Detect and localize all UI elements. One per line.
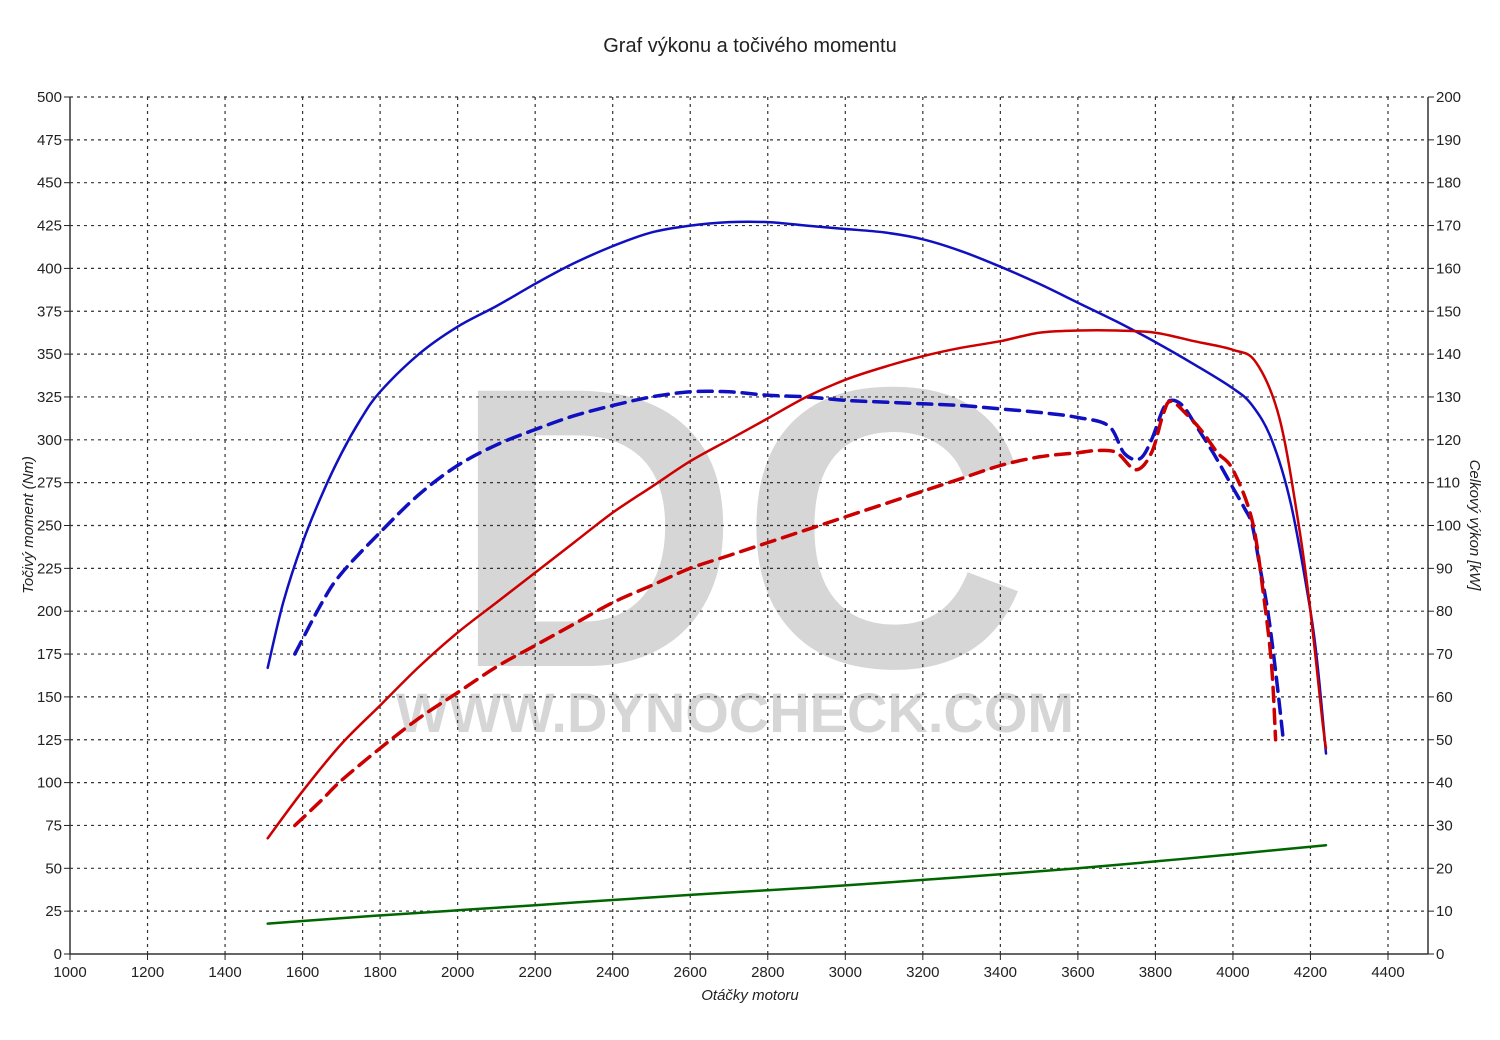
y-right-tick-label: 60 [1436, 689, 1453, 706]
y-left-tick-label: 275 [37, 475, 62, 492]
x-tick-label: 2400 [596, 964, 629, 981]
grid [70, 96, 1428, 954]
x-tick-label: 1000 [53, 964, 86, 981]
y-right-tick-label: 90 [1436, 560, 1453, 577]
y-right-tick-label: 170 [1436, 218, 1461, 235]
x-tick-label: 3800 [1139, 964, 1172, 981]
y-right-tick-label: 180 [1436, 175, 1461, 192]
y-right-tick-label: 200 [1436, 89, 1461, 106]
y-left-tick-label: 25 [45, 903, 62, 920]
x-tick-label: 1800 [363, 964, 396, 981]
y-right-tick-label: 20 [1436, 860, 1453, 877]
x-tick-label: 2600 [674, 964, 707, 981]
torque-dashed-line [293, 389, 1286, 742]
y-right-tick-label: 100 [1436, 518, 1461, 535]
y-left-tick-label: 300 [37, 432, 62, 449]
y-left-tick-label: 325 [37, 389, 62, 406]
x-axis-ticks: 1000 1200 1400 1600 1800 2000 2200 2400 2600 2800… [53, 954, 1405, 981]
y-left-tick-label: 75 [45, 817, 62, 834]
watermark-logo: DC [451, 304, 1029, 751]
y-left-tick-label: 150 [37, 689, 62, 706]
y-left-axis-ticks: 0 25 50 75 100 125 150 175 200 225 250 275 300 325 350… [37, 89, 70, 963]
y-right-tick-label: 160 [1436, 260, 1461, 277]
y-right-tick-label: 70 [1436, 646, 1453, 663]
power-solid-line [266, 329, 1328, 840]
x-tick-label: 4000 [1216, 964, 1249, 981]
y-right-axis-label: Celkový výkon [kW] [1466, 460, 1483, 592]
y-left-tick-label: 450 [37, 175, 62, 192]
y-right-tick-label: 150 [1436, 303, 1461, 320]
y-left-tick-label: 225 [37, 560, 62, 577]
x-tick-label: 3200 [906, 964, 939, 981]
x-tick-label: 3600 [1061, 964, 1094, 981]
power-dashed-line [293, 399, 1278, 828]
y-right-tick-label: 190 [1436, 132, 1461, 149]
y-right-tick-label: 0 [1436, 946, 1444, 963]
y-left-tick-label: 400 [37, 260, 62, 277]
y-right-tick-label: 50 [1436, 732, 1453, 749]
y-left-tick-label: 100 [37, 775, 62, 792]
x-tick-label: 1200 [131, 964, 164, 981]
loss-power-line [266, 843, 1328, 925]
x-tick-label: 1400 [208, 964, 241, 981]
x-tick-label: 3000 [829, 964, 862, 981]
y-right-tick-label: 10 [1436, 903, 1453, 920]
x-tick-label: 2000 [441, 964, 474, 981]
y-right-tick-label: 40 [1436, 775, 1453, 792]
torque-solid-line [266, 220, 1328, 755]
y-left-tick-label: 425 [37, 218, 62, 235]
watermark-text: WWW.DYNOCHECK.COM [396, 681, 1074, 744]
x-tick-label: 4200 [1294, 964, 1327, 981]
y-right-tick-label: 30 [1436, 817, 1453, 834]
y-right-tick-label: 80 [1436, 603, 1453, 620]
x-tick-label: 4400 [1371, 964, 1404, 981]
y-right-tick-label: 110 [1436, 475, 1460, 492]
y-right-tick-label: 140 [1436, 346, 1461, 363]
watermark: DC WWW.DYNOCHECK.COM [396, 304, 1074, 751]
y-left-tick-label: 475 [37, 132, 62, 149]
y-left-tick-label: 50 [45, 860, 62, 877]
y-right-tick-label: 130 [1436, 389, 1461, 406]
y-left-tick-label: 350 [37, 346, 62, 363]
y-left-tick-label: 250 [37, 518, 62, 535]
y-left-tick-label: 500 [37, 89, 62, 106]
series-lines [266, 220, 1328, 925]
x-tick-label: 2800 [751, 964, 784, 981]
y-left-tick-label: 125 [37, 732, 62, 749]
y-left-tick-label: 175 [37, 646, 62, 663]
y-left-tick-label: 0 [54, 946, 62, 963]
x-axis-label: Otáčky motoru [701, 987, 799, 1004]
chart-title: Graf výkonu a točivého momentu [603, 35, 896, 57]
x-tick-label: 3400 [984, 964, 1017, 981]
y-left-tick-label: 375 [37, 303, 62, 320]
y-left-tick-label: 200 [37, 603, 62, 620]
x-tick-label: 2200 [518, 964, 551, 981]
y-right-tick-label: 120 [1436, 432, 1461, 449]
y-right-axis-ticks: 0 10 20 30 40 50 60 70 80 90 100 110 120 130 140 150 160… [1428, 89, 1461, 963]
y-left-axis-label: Točivý moment (Nm) [20, 456, 37, 594]
x-tick-label: 1600 [286, 964, 319, 981]
